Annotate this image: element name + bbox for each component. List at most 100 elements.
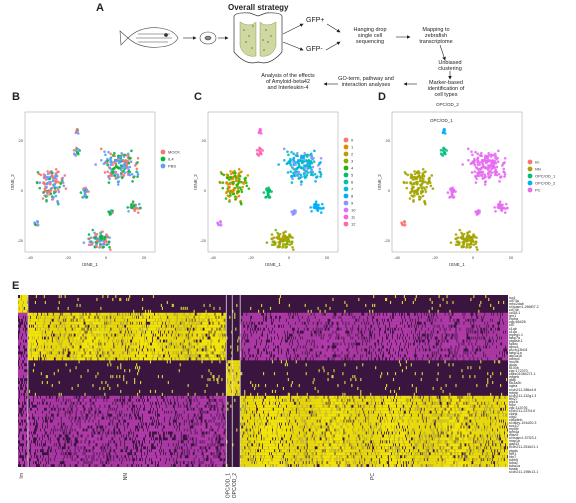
heatmap-cell [118,398,120,402]
heatmap-cell [24,312,27,316]
heatmap-cell [61,324,63,328]
data-point [463,239,466,243]
heatmap-cell [93,330,95,334]
heatmap-cell [54,336,56,340]
heatmap-cell [58,395,60,399]
heatmap-cell [105,354,107,358]
data-point [99,231,102,235]
heatmap-cell [122,464,124,468]
heatmap-cell [53,452,55,456]
heatmap-cell [92,336,94,340]
data-point [297,177,301,180]
heatmap-cell [85,407,87,411]
heatmap-cell [57,425,59,429]
heatmap-cell [72,440,74,444]
data-point [282,231,285,235]
heatmap-cell [27,458,30,462]
heatmap-cell [98,336,100,340]
heatmap-cell [119,354,121,358]
heatmap-cell [108,419,110,423]
data-point [294,163,297,166]
heatmap-cell [19,354,22,358]
data-point [81,195,85,199]
heatmap-cell [58,342,60,346]
data-point [113,174,117,178]
heatmap-cell [103,318,105,322]
heatmap-cell [61,339,63,343]
heatmap-cell [21,375,24,379]
heatmap-cell [110,333,112,337]
heatmap-cell [81,410,83,414]
heatmap-cell [105,416,107,420]
heatmap-cell [34,312,37,316]
data-point [239,201,243,205]
heatmap-cell [71,315,73,319]
heatmap-cell [79,440,81,444]
heatmap-cell [71,398,73,402]
heatmap-cell [102,324,104,328]
heatmap-cell [114,458,116,462]
heatmap-cell [31,461,34,465]
heatmap-cell [118,416,120,420]
heatmap-cell [119,357,121,361]
heatmap-cell [71,464,73,468]
heatmap-cell [99,339,101,343]
heatmap-cell [85,315,87,319]
heatmap-cell [110,431,112,435]
heatmap-cell [76,348,78,352]
heatmap-cell [59,452,61,456]
heatmap-cell [66,458,68,462]
heatmap-cell [89,330,91,334]
heatmap-cell [21,300,24,304]
heatmap-cell [32,369,35,373]
heatmap-cell [51,449,53,453]
heatmap-cell [52,330,54,334]
heatmap-cell [107,336,109,340]
heatmap-cell [123,321,125,325]
heatmap-cell [37,419,39,423]
data-point [45,199,48,202]
heatmap-cell [92,398,94,402]
heatmap-cell [94,449,96,453]
heatmap-cell [111,404,113,408]
heatmap-cell [90,422,92,426]
heatmap-cell [120,312,122,316]
heatmap-cell [43,422,45,426]
heatmap-cell [77,422,79,426]
heatmap-cell [49,422,51,426]
heatmap-cell [108,339,110,343]
strategy-diagram [119,12,452,86]
legend-label: 5 [351,173,354,178]
heatmap-cell [48,443,50,447]
heatmap-cell [106,404,108,408]
heatmap-cell [80,455,82,459]
heatmap-cell [102,449,104,453]
heatmap-cell [23,440,26,444]
heatmap-cell [69,336,71,340]
heatmap-cell [76,336,78,340]
data-point [103,150,106,153]
heatmap-cell [24,413,27,417]
heatmap-cell [58,416,60,420]
heatmap-cell [86,401,88,405]
heatmap-cell [54,431,56,435]
heatmap-cell [93,449,95,453]
heatmap-cell [43,440,45,444]
heatmap-cell [60,315,62,319]
data-point [109,248,112,251]
data-point [36,223,40,227]
heatmap-cell [86,357,88,361]
heatmap-cell [19,363,22,367]
heatmap-cell [111,318,113,322]
heatmap-cell [43,348,45,352]
heatmap-cell [59,419,61,423]
data-point [473,157,476,161]
heatmap-cell [65,315,67,319]
heatmap-cell [51,383,53,388]
data-point [452,195,456,199]
data-point [491,166,495,170]
heatmap-cell [46,461,48,465]
heatmap-cell [23,318,26,322]
heatmap-cell [118,354,120,358]
heatmap-cell [25,383,28,388]
